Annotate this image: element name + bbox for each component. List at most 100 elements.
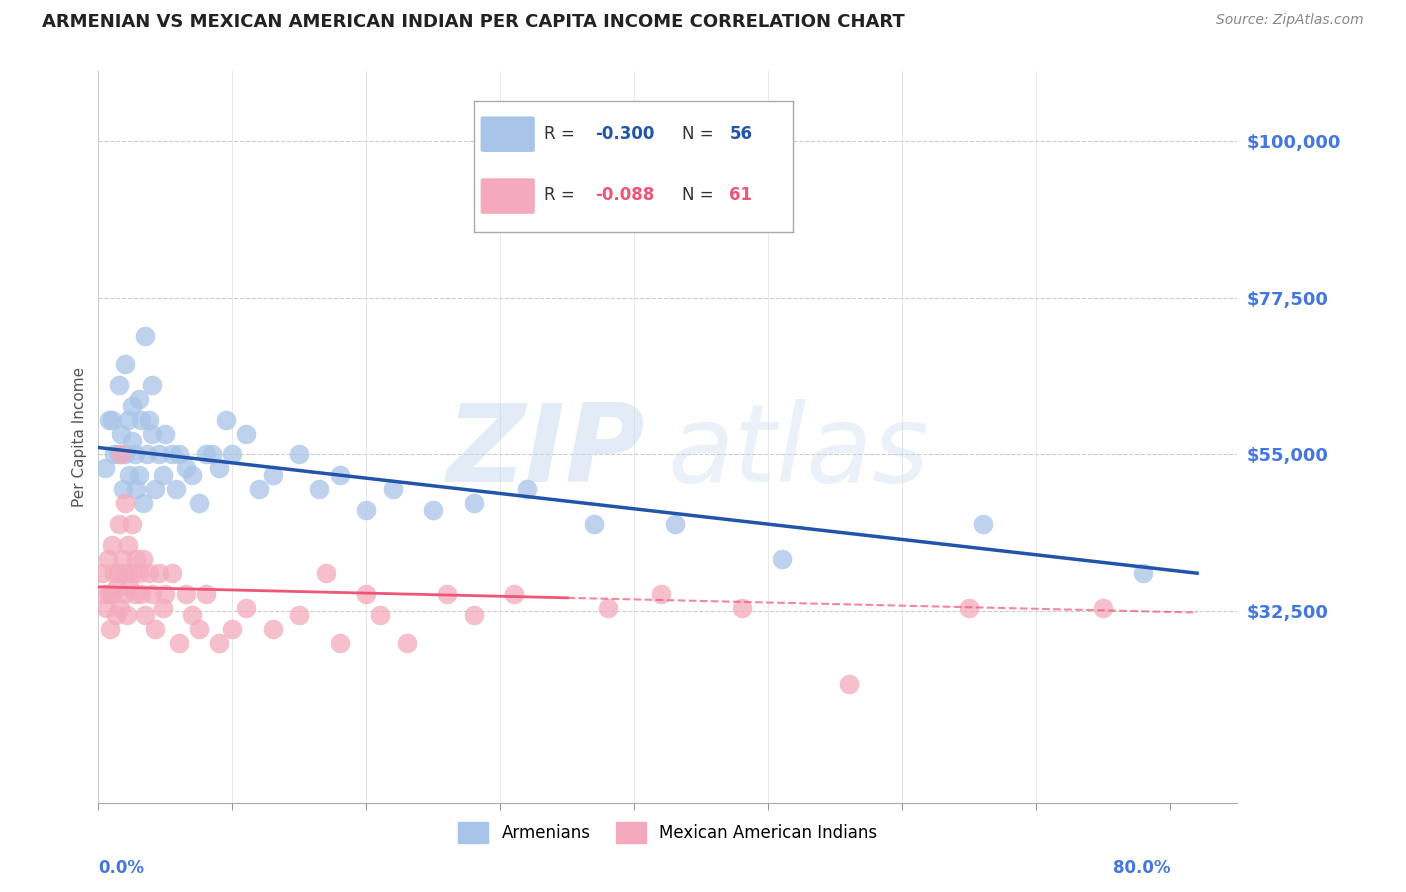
Point: [114, 496, 136, 510]
Point: [650, 587, 672, 601]
Text: 0.0%: 0.0%: [98, 858, 145, 877]
Point: [174, 461, 197, 475]
Point: [141, 377, 163, 392]
Point: [463, 496, 485, 510]
Text: atlas: atlas: [668, 400, 929, 504]
Point: [143, 483, 166, 497]
Point: [121, 517, 143, 532]
Point: [436, 587, 458, 601]
Point: [128, 392, 150, 406]
Point: [208, 635, 231, 649]
Point: [181, 468, 204, 483]
Point: [118, 468, 141, 483]
Point: [111, 552, 134, 566]
Point: [107, 377, 129, 392]
Point: [111, 483, 134, 497]
Point: [94, 587, 117, 601]
Point: [422, 503, 444, 517]
Point: [1132, 566, 1154, 580]
Point: [463, 607, 485, 622]
Point: [101, 538, 124, 552]
Point: [247, 483, 270, 497]
Point: [134, 607, 156, 622]
Point: [215, 412, 238, 426]
Point: [167, 635, 190, 649]
Point: [329, 635, 352, 649]
Point: [125, 552, 148, 566]
Point: [114, 566, 136, 580]
Point: [141, 587, 163, 601]
Point: [103, 566, 125, 580]
Point: [972, 517, 994, 532]
Point: [107, 448, 129, 462]
Point: [138, 566, 160, 580]
Text: 80.0%: 80.0%: [1112, 858, 1170, 877]
Point: [174, 587, 197, 601]
Point: [201, 448, 224, 462]
Y-axis label: Per Capita Income: Per Capita Income: [72, 367, 87, 508]
Point: [160, 566, 183, 580]
Point: [167, 448, 190, 462]
Point: [94, 461, 117, 475]
Point: [97, 552, 120, 566]
Point: [160, 448, 183, 462]
Point: [502, 587, 524, 601]
Point: [121, 566, 143, 580]
Point: [96, 600, 118, 615]
Point: [221, 622, 243, 636]
Point: [100, 622, 122, 636]
Point: [356, 503, 378, 517]
Point: [356, 587, 378, 601]
Point: [141, 426, 163, 441]
Point: [118, 580, 141, 594]
Point: [262, 622, 284, 636]
Point: [110, 426, 132, 441]
Text: ZIP: ZIP: [447, 399, 645, 505]
Point: [596, 600, 619, 615]
Point: [112, 587, 135, 601]
Point: [957, 600, 980, 615]
Point: [134, 329, 156, 343]
Point: [208, 461, 231, 475]
Point: [235, 600, 257, 615]
Point: [329, 468, 352, 483]
Point: [114, 357, 136, 371]
Point: [121, 399, 143, 413]
Point: [262, 468, 284, 483]
Point: [1092, 600, 1115, 615]
Point: [107, 517, 129, 532]
Point: [101, 587, 124, 601]
Point: [838, 677, 860, 691]
Point: [148, 566, 170, 580]
Point: [368, 607, 391, 622]
Point: [730, 600, 752, 615]
Point: [152, 600, 174, 615]
Point: [194, 448, 217, 462]
Point: [583, 517, 606, 532]
Point: [143, 622, 166, 636]
Point: [288, 448, 311, 462]
Point: [107, 566, 129, 580]
Point: [121, 434, 143, 448]
Point: [98, 587, 121, 601]
Point: [152, 468, 174, 483]
Point: [315, 566, 337, 580]
Legend: Armenians, Mexican American Indians: Armenians, Mexican American Indians: [451, 815, 884, 849]
Point: [382, 483, 405, 497]
Point: [138, 412, 160, 426]
Point: [98, 412, 121, 426]
Point: [148, 448, 170, 462]
Point: [308, 483, 330, 497]
Point: [235, 426, 257, 441]
Text: Source: ZipAtlas.com: Source: ZipAtlas.com: [1216, 13, 1364, 28]
Point: [91, 566, 114, 580]
Text: ARMENIAN VS MEXICAN AMERICAN INDIAN PER CAPITA INCOME CORRELATION CHART: ARMENIAN VS MEXICAN AMERICAN INDIAN PER …: [42, 13, 905, 31]
Point: [155, 426, 177, 441]
Point: [117, 538, 139, 552]
Point: [108, 600, 131, 615]
Point: [664, 517, 686, 532]
Point: [131, 496, 153, 510]
Point: [128, 468, 150, 483]
Point: [395, 635, 418, 649]
Point: [117, 412, 139, 426]
